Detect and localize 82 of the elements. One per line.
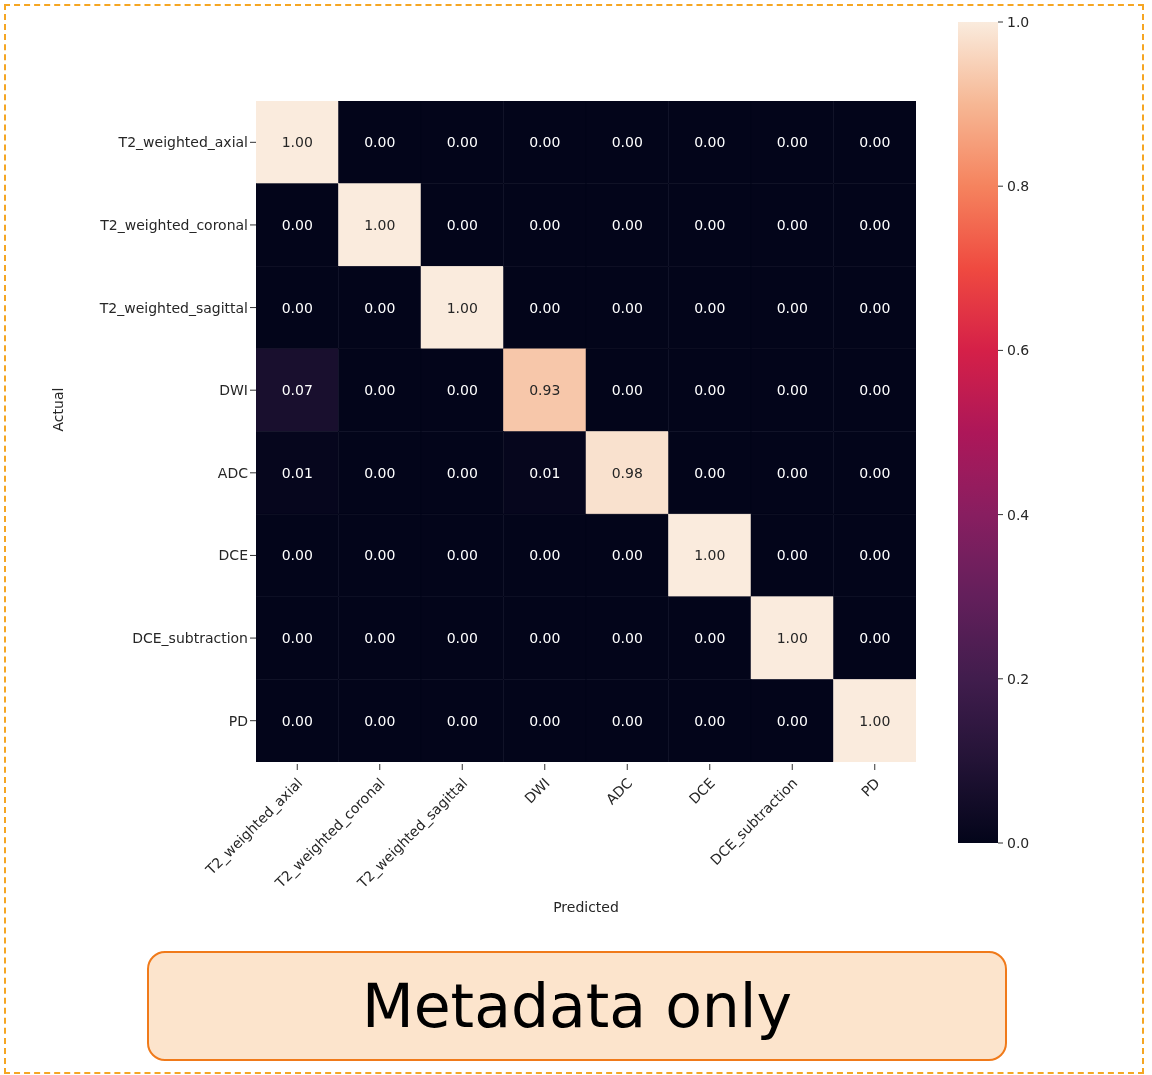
data-label: 1.00 xyxy=(281,134,313,151)
data-label: 0.00 xyxy=(694,382,726,399)
data-label: 0.00 xyxy=(364,382,396,399)
x-axis-title: Predicted xyxy=(553,899,619,915)
data-label: 0.00 xyxy=(859,134,891,151)
color-bar-label: 0.6 xyxy=(1007,342,1030,359)
data-label: 0.00 xyxy=(776,216,808,233)
data-label: 0.00 xyxy=(364,464,396,481)
data-label: 0.01 xyxy=(529,464,561,481)
data-label: 0.00 xyxy=(776,464,808,481)
data-label: 0.00 xyxy=(859,216,891,233)
y-tick-label: PD xyxy=(228,712,248,729)
color-bar-label: 0.4 xyxy=(1007,506,1030,523)
data-label: 0.00 xyxy=(364,134,396,151)
data-label: 0.00 xyxy=(281,547,313,564)
data-label: 0.00 xyxy=(694,712,726,729)
color-bar-label: 0.2 xyxy=(1007,670,1030,687)
data-label: 0.00 xyxy=(611,134,643,151)
data-label: 0.00 xyxy=(529,547,561,564)
data-label: 0.00 xyxy=(529,299,561,316)
data-label: 0.00 xyxy=(529,712,561,729)
data-label: 0.00 xyxy=(364,299,396,316)
data-label: 0.01 xyxy=(281,464,313,481)
data-label: 0.00 xyxy=(364,547,396,564)
data-label: 0.00 xyxy=(364,630,396,647)
y-tick-label: T2_weighted_coronal xyxy=(99,216,248,233)
data-label: 0.00 xyxy=(446,134,478,151)
data-label: 0.00 xyxy=(859,464,891,481)
data-label: 0.00 xyxy=(694,216,726,233)
y-tick-label: DCE_subtraction xyxy=(132,630,248,647)
data-label: 0.00 xyxy=(611,216,643,233)
data-label: 0.00 xyxy=(694,464,726,481)
data-label: 0.00 xyxy=(446,216,478,233)
data-label: 0.00 xyxy=(611,547,643,564)
data-label: 0.00 xyxy=(611,382,643,399)
data-label: 0.00 xyxy=(364,712,396,729)
data-label: 0.98 xyxy=(611,464,643,481)
data-label: 0.00 xyxy=(776,134,808,151)
data-label: 0.00 xyxy=(529,134,561,151)
data-label: 1.00 xyxy=(364,216,396,233)
y-axis-title: Actual xyxy=(49,387,66,432)
data-label: 0.00 xyxy=(281,299,313,316)
data-label: 0.00 xyxy=(281,712,313,729)
data-label: 1.00 xyxy=(859,712,891,729)
data-label: 0.07 xyxy=(281,382,313,399)
color-bar-label: 1.0 xyxy=(1007,14,1030,30)
data-label: 0.00 xyxy=(446,382,478,399)
y-tick-label: ADC xyxy=(217,464,249,481)
data-label: 0.00 xyxy=(776,382,808,399)
data-label: 1.00 xyxy=(776,630,808,647)
data-label: 0.00 xyxy=(859,382,891,399)
data-label: 0.00 xyxy=(859,299,891,316)
data-label: 0.00 xyxy=(281,630,313,647)
y-tick-label: DWI xyxy=(219,382,248,399)
data-label: 0.00 xyxy=(611,712,643,729)
data-label: 0.00 xyxy=(281,216,313,233)
data-label: 0.00 xyxy=(529,630,561,647)
data-label: 0.00 xyxy=(694,299,726,316)
data-label: 0.00 xyxy=(859,547,891,564)
data-label: 0.00 xyxy=(529,216,561,233)
data-label: 0.00 xyxy=(859,630,891,647)
text: Metadata only xyxy=(147,951,1007,1061)
data-label: 0.00 xyxy=(446,712,478,729)
data-label: 1.00 xyxy=(694,547,726,564)
x-tick-label: PD xyxy=(857,774,883,800)
data-label: 1.00 xyxy=(446,299,478,316)
data-label: 0.00 xyxy=(446,464,478,481)
data-label: 0.00 xyxy=(776,547,808,564)
data-label: 0.00 xyxy=(446,630,478,647)
data-label: 0.00 xyxy=(776,299,808,316)
data-label: 0.00 xyxy=(694,630,726,647)
data-label: 0.00 xyxy=(446,547,478,564)
data-label: 0.00 xyxy=(694,134,726,151)
y-tick-label: DCE xyxy=(218,547,248,564)
data-label: 0.00 xyxy=(776,712,808,729)
data-label: 0.00 xyxy=(611,630,643,647)
data-label: 0.93 xyxy=(529,382,561,399)
y-tick-label: T2_weighted_sagittal xyxy=(98,299,248,316)
color-bar-label: 0.0 xyxy=(1007,835,1030,851)
color-bar-label: 0.8 xyxy=(1007,178,1030,195)
y-tick-label: T2_weighted_axial xyxy=(117,134,248,151)
data-label: 0.00 xyxy=(611,299,643,316)
